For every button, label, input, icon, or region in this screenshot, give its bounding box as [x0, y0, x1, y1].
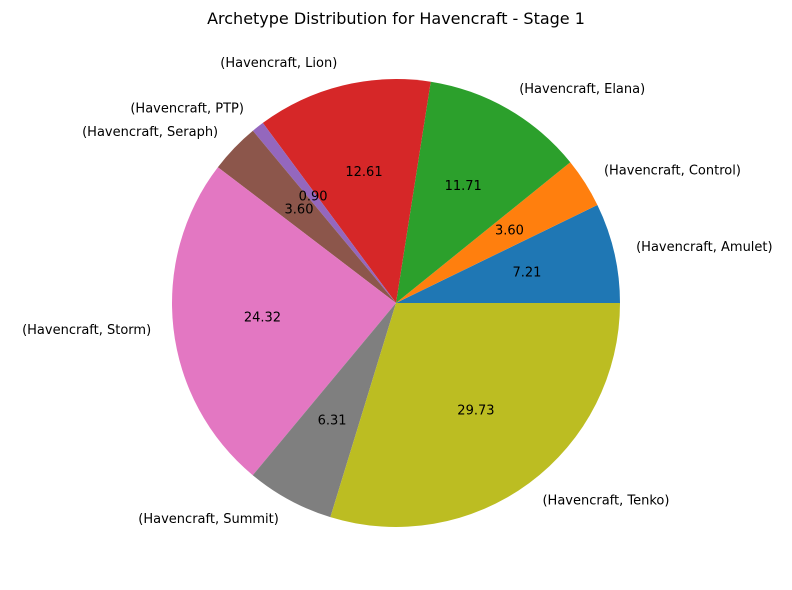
percentage-label: 12.61	[345, 165, 382, 180]
slice-label: (Havencraft, Elana)	[519, 82, 645, 97]
pie-slices	[172, 79, 620, 527]
pie-slice	[172, 167, 396, 476]
pie-slice	[217, 130, 396, 303]
slice-label: (Havencraft, Lion)	[220, 56, 337, 71]
slice-label: (Havencraft, Control)	[604, 163, 741, 178]
percentage-label: 3.60	[285, 202, 314, 217]
pie-slice	[396, 204, 620, 303]
percentage-label: 0.90	[299, 190, 328, 205]
pie-slice	[396, 81, 571, 303]
slice-labels: (Havencraft, Amulet) (Havencraft, Control…	[22, 56, 773, 527]
percentage-label: 29.73	[457, 404, 494, 419]
percentage-label: 11.71	[445, 179, 482, 194]
percentage-label: 7.21	[512, 265, 541, 280]
pie-slice	[262, 79, 431, 303]
pie-slice	[252, 303, 396, 518]
slice-label: (Havencraft, Amulet)	[636, 240, 773, 255]
slice-label: (Havencraft, Tenko)	[542, 494, 669, 509]
pie-slice	[330, 303, 620, 527]
chart-title: Archetype Distribution for Havencraft - …	[207, 9, 585, 28]
slice-label: (Havencraft, PTP)	[130, 102, 244, 117]
pie-slice	[252, 122, 396, 303]
percentage-label: 24.32	[244, 311, 281, 326]
slice-label: (Havencraft, Seraph)	[82, 125, 218, 140]
pie-slice	[396, 162, 598, 303]
percentage-label: 6.31	[318, 414, 347, 429]
percentage-label: 3.60	[495, 223, 524, 238]
slice-label: (Havencraft, Storm)	[22, 323, 151, 338]
slice-label: (Havencraft, Summit)	[138, 512, 279, 527]
